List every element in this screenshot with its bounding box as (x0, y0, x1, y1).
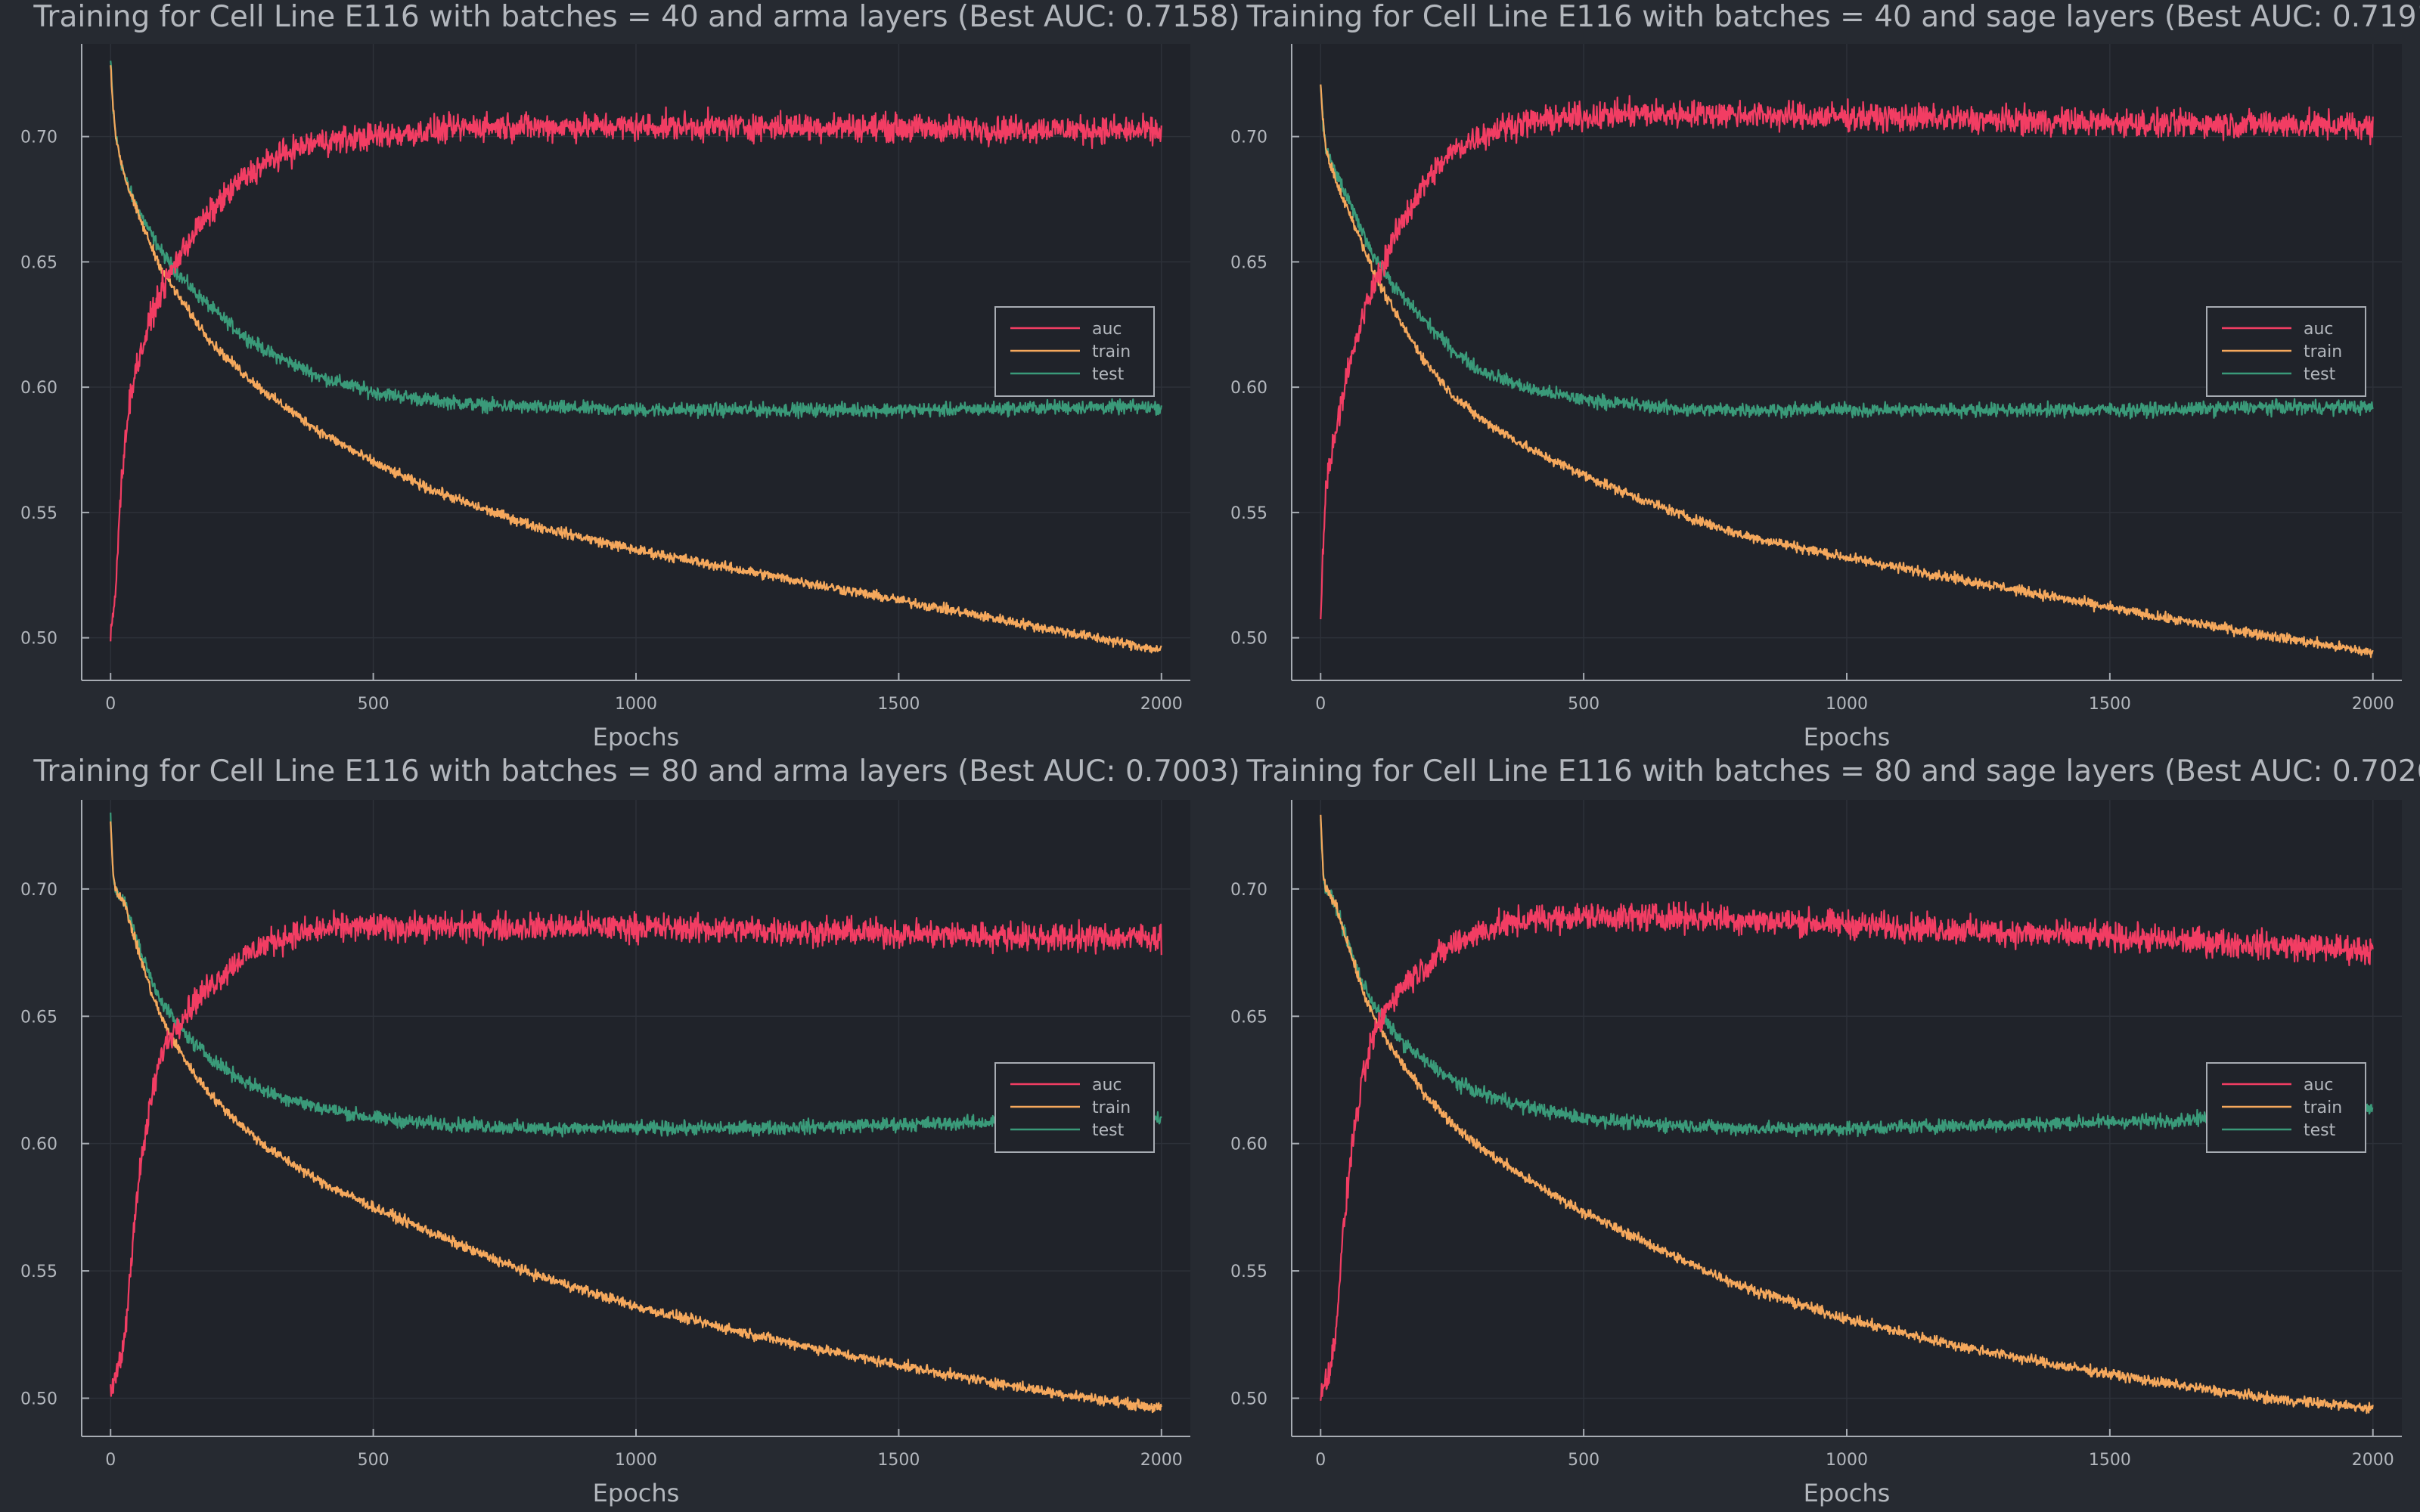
x-tick-label: 2000 (1140, 1451, 1183, 1470)
x-tick-label: 500 (1568, 1451, 1599, 1470)
x-tick-label: 1000 (615, 695, 657, 714)
y-tick-label: 0.65 (20, 1008, 57, 1027)
series-line-test (110, 60, 1162, 420)
x-tick-label: 0 (1315, 695, 1326, 714)
x-tick-label: 0 (105, 695, 116, 714)
series-line-test (1320, 85, 2374, 420)
legend: auc train test (2206, 306, 2366, 397)
y-tick-label: 0.50 (1230, 630, 1267, 649)
legend-label-auc: auc (2304, 1076, 2334, 1095)
y-tick-label: 0.65 (1230, 1008, 1267, 1027)
chart-title: Training for Cell Line E116 with batches… (33, 754, 1239, 789)
x-axis-label: Epochs (593, 1479, 680, 1507)
y-tick-label: 0.70 (20, 129, 57, 147)
series-line-auc (110, 909, 1162, 1397)
legend-label-train: train (1092, 1098, 1131, 1117)
chart-title: Training for Cell Line E116 with batches… (33, 0, 1239, 34)
y-tick-label: 0.55 (1230, 1263, 1267, 1281)
chart-title: Training for Cell Line E116 with batches… (1246, 754, 2420, 789)
x-tick-label: 1000 (1826, 695, 1868, 714)
y-tick-label: 0.70 (1230, 129, 1267, 147)
x-tick-label: 500 (358, 1451, 389, 1470)
series-line-train (110, 65, 1162, 654)
x-tick-label: 1500 (2089, 1451, 2131, 1470)
x-tick-label: 1000 (1826, 1451, 1868, 1470)
series-line-auc (1320, 94, 2374, 620)
series-line-test (110, 812, 1162, 1138)
legend: auc train test (994, 306, 1155, 397)
series-line-train (1320, 84, 2374, 658)
legend-label-train: train (2304, 1098, 2342, 1117)
y-tick-label: 0.60 (20, 379, 57, 398)
legend-label-train: train (1092, 342, 1131, 361)
y-tick-label: 0.60 (1230, 379, 1267, 398)
chart-panel-4: 0 500 1000 1500 2000 0.50 0.55 0.60 0.65 0.70 Trai… (1230, 754, 2420, 1507)
chart-panel-1: 0 500 1000 1500 2000 0.50 0.55 0.60 0.65 0.70 Trai… (20, 0, 1240, 751)
chart-panel-3: 0 500 1000 1500 2000 0.50 0.55 0.60 0.65 0.70 Trai… (20, 754, 1240, 1507)
legend-label-auc: auc (1092, 320, 1122, 339)
x-tick-label: 1500 (877, 695, 920, 714)
legend-label-auc: auc (2304, 320, 2334, 339)
x-tick-label: 2000 (1140, 695, 1183, 714)
x-tick-label: 500 (358, 695, 389, 714)
legend-label-test: test (1092, 1121, 1125, 1140)
y-tick-label: 0.50 (20, 1390, 57, 1408)
y-tick-label: 0.55 (20, 1263, 57, 1281)
x-tick-label: 1500 (877, 1451, 920, 1470)
legend-label-test: test (1092, 365, 1125, 384)
x-axis-label: Epochs (1804, 1479, 1891, 1507)
series-line-train (110, 821, 1162, 1414)
y-tick-label: 0.65 (20, 253, 57, 272)
y-tick-label: 0.65 (1230, 253, 1267, 272)
x-axis-label: Epochs (593, 723, 680, 751)
legend-label-test: test (2304, 1121, 2336, 1140)
y-tick-label: 0.55 (20, 504, 57, 523)
legend: auc train test (2206, 1062, 2366, 1153)
series-line-test (1320, 819, 2374, 1138)
x-tick-label: 1000 (615, 1451, 657, 1470)
chart-title: Training for Cell Line E116 with batches… (1246, 0, 2420, 34)
legend-label-auc: auc (1092, 1076, 1122, 1095)
legend-label-test: test (2304, 365, 2336, 384)
series-line-auc (110, 106, 1162, 642)
x-tick-label: 2000 (2352, 1451, 2394, 1470)
series-line-auc (1320, 901, 2374, 1401)
y-tick-label: 0.70 (20, 881, 57, 900)
y-tick-label: 0.60 (1230, 1136, 1267, 1154)
x-axis-label: Epochs (1804, 723, 1891, 751)
legend: auc train test (994, 1062, 1155, 1153)
x-tick-label: 1500 (2089, 695, 2131, 714)
x-tick-label: 2000 (2352, 695, 2394, 714)
y-tick-label: 0.55 (1230, 504, 1267, 523)
y-tick-label: 0.50 (1230, 1390, 1267, 1408)
y-tick-label: 0.70 (1230, 881, 1267, 900)
y-tick-label: 0.50 (20, 630, 57, 649)
chart-panel-2: 0 500 1000 1500 2000 0.50 0.55 0.60 0.65 0.70 Trai… (1230, 0, 2420, 751)
x-tick-label: 0 (105, 1451, 116, 1470)
x-tick-label: 0 (1315, 1451, 1326, 1470)
series-line-train (1320, 814, 2374, 1414)
y-tick-label: 0.60 (20, 1136, 57, 1154)
legend-label-train: train (2304, 342, 2342, 361)
x-tick-label: 500 (1568, 695, 1599, 714)
